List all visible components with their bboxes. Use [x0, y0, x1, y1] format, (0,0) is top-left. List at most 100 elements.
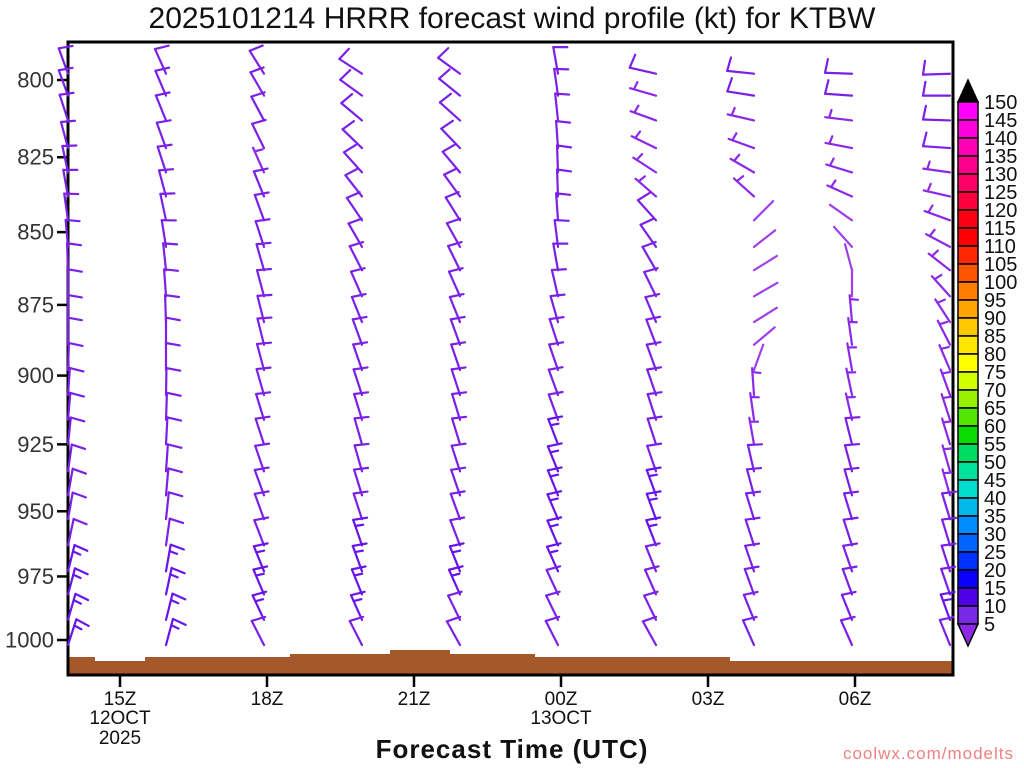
- wind-barb: [340, 92, 364, 122]
- x-axis-title: Forecast Time (UTC): [375, 734, 649, 764]
- y-axis-tick-label: 900: [17, 363, 54, 388]
- y-axis-tick-label: 950: [17, 499, 54, 524]
- colorbar-label: 110: [984, 236, 1016, 258]
- colorbar-box: [957, 209, 979, 229]
- wind-barb: [751, 366, 762, 397]
- wind-barb: [825, 157, 854, 174]
- wind-barb: [444, 191, 462, 222]
- wind-barb: [941, 417, 953, 446]
- wind-barb: [941, 468, 953, 497]
- wind-barb: [555, 144, 573, 174]
- wind-barb: [248, 44, 266, 75]
- wind-barb: [66, 592, 90, 621]
- wind-barb: [752, 229, 777, 248]
- wind-barb: [925, 228, 952, 248]
- colorbar-box: [957, 389, 979, 409]
- wind-barb: [163, 268, 180, 298]
- colorbar-label: 95: [984, 290, 1006, 312]
- wind-barb: [552, 242, 569, 272]
- wind-barb: [646, 415, 663, 446]
- colorbar-label: 70: [984, 380, 1006, 402]
- wind-barb: [62, 168, 79, 198]
- wind-barb: [351, 315, 368, 346]
- wind-barb: [164, 341, 181, 372]
- wind-barb: [164, 443, 183, 473]
- colorbar-box: [957, 371, 979, 391]
- colorbar-box: [957, 425, 979, 445]
- wind-barb: [352, 366, 369, 397]
- wind-barb: [547, 415, 564, 446]
- wind-barb: [164, 416, 183, 446]
- colorbar-label: 75: [984, 362, 1006, 384]
- wind-barb: [447, 590, 463, 621]
- colorbar-label: 20: [984, 560, 1006, 582]
- colorbar-label: 85: [984, 326, 1006, 348]
- wind-barb: [66, 567, 89, 596]
- watermark-link[interactable]: coolwx.com/modelts: [842, 744, 1014, 763]
- wind-barb: [157, 168, 175, 198]
- wind-barb: [645, 516, 662, 547]
- wind-barb: [941, 490, 958, 521]
- wind-barb: [547, 390, 564, 421]
- y-axis-tick-label: 850: [17, 220, 54, 245]
- wind-barb: [940, 393, 952, 421]
- wind-barb: [164, 617, 187, 647]
- wind-barb: [643, 267, 659, 298]
- x-axis-tick-label: 18Z: [251, 689, 284, 710]
- wind-barb: [752, 343, 765, 372]
- x-axis-tick-label: 21Z: [398, 689, 431, 710]
- wind-barb: [250, 615, 267, 647]
- wind-barb: [348, 240, 365, 272]
- colorbar-label: 135: [984, 146, 1017, 168]
- colorbar-box: [957, 479, 979, 499]
- y-axis-tick-label: 825: [17, 145, 54, 170]
- wind-barb: [554, 92, 571, 122]
- wind-barb: [634, 175, 658, 198]
- colorbar-label: 125: [984, 182, 1017, 204]
- wind-barb: [744, 516, 761, 547]
- wind-barb: [164, 592, 187, 621]
- wind-barb: [824, 108, 854, 122]
- wind-barb: [66, 491, 87, 521]
- wind-barb: [66, 316, 83, 346]
- wind-barb: [66, 341, 84, 372]
- wind-barb: [646, 442, 663, 473]
- wind-barb: [643, 565, 660, 596]
- wind-barb: [450, 466, 467, 497]
- wind-barb: [254, 415, 271, 446]
- colorbar-box: [957, 299, 979, 319]
- wind-barb: [164, 316, 181, 346]
- wind-barb: [352, 490, 369, 521]
- wind-barb: [921, 59, 952, 76]
- wind-barb: [164, 543, 185, 573]
- wind-barb: [636, 191, 658, 222]
- wind-barb: [255, 267, 273, 298]
- wind-barb: [840, 590, 857, 621]
- y-axis: 800 825 850 875 900 925 950 975 1000: [5, 68, 67, 653]
- wind-barb: [645, 341, 662, 372]
- colorbar-label: 55: [984, 434, 1006, 456]
- y-axis-tick-label: 875: [17, 292, 54, 317]
- wind-barb: [349, 267, 366, 298]
- colorbar-label: 120: [984, 200, 1017, 222]
- wind-barb: [447, 565, 464, 596]
- colorbar-top-arrow: [956, 78, 980, 103]
- x-axis-tick-label: 00Z: [545, 689, 578, 710]
- wind-barb: [545, 590, 561, 621]
- wind-barb: [752, 281, 779, 298]
- colorbar-box: [957, 101, 979, 121]
- wind-barb: [550, 268, 568, 298]
- x-axis-date-label: 13OCT: [530, 708, 592, 729]
- wind-barb: [846, 342, 858, 372]
- wind-barb: [164, 467, 183, 497]
- colorbar-box: [957, 497, 979, 517]
- wind-barb: [352, 516, 369, 547]
- wind-barb: [449, 516, 466, 547]
- wind-barb: [449, 315, 466, 346]
- colorbar-box: [957, 551, 979, 571]
- wind-barb: [646, 366, 663, 397]
- wind-barb: [752, 326, 776, 346]
- colorbar-box: [957, 317, 979, 337]
- wind-barb: [155, 119, 172, 150]
